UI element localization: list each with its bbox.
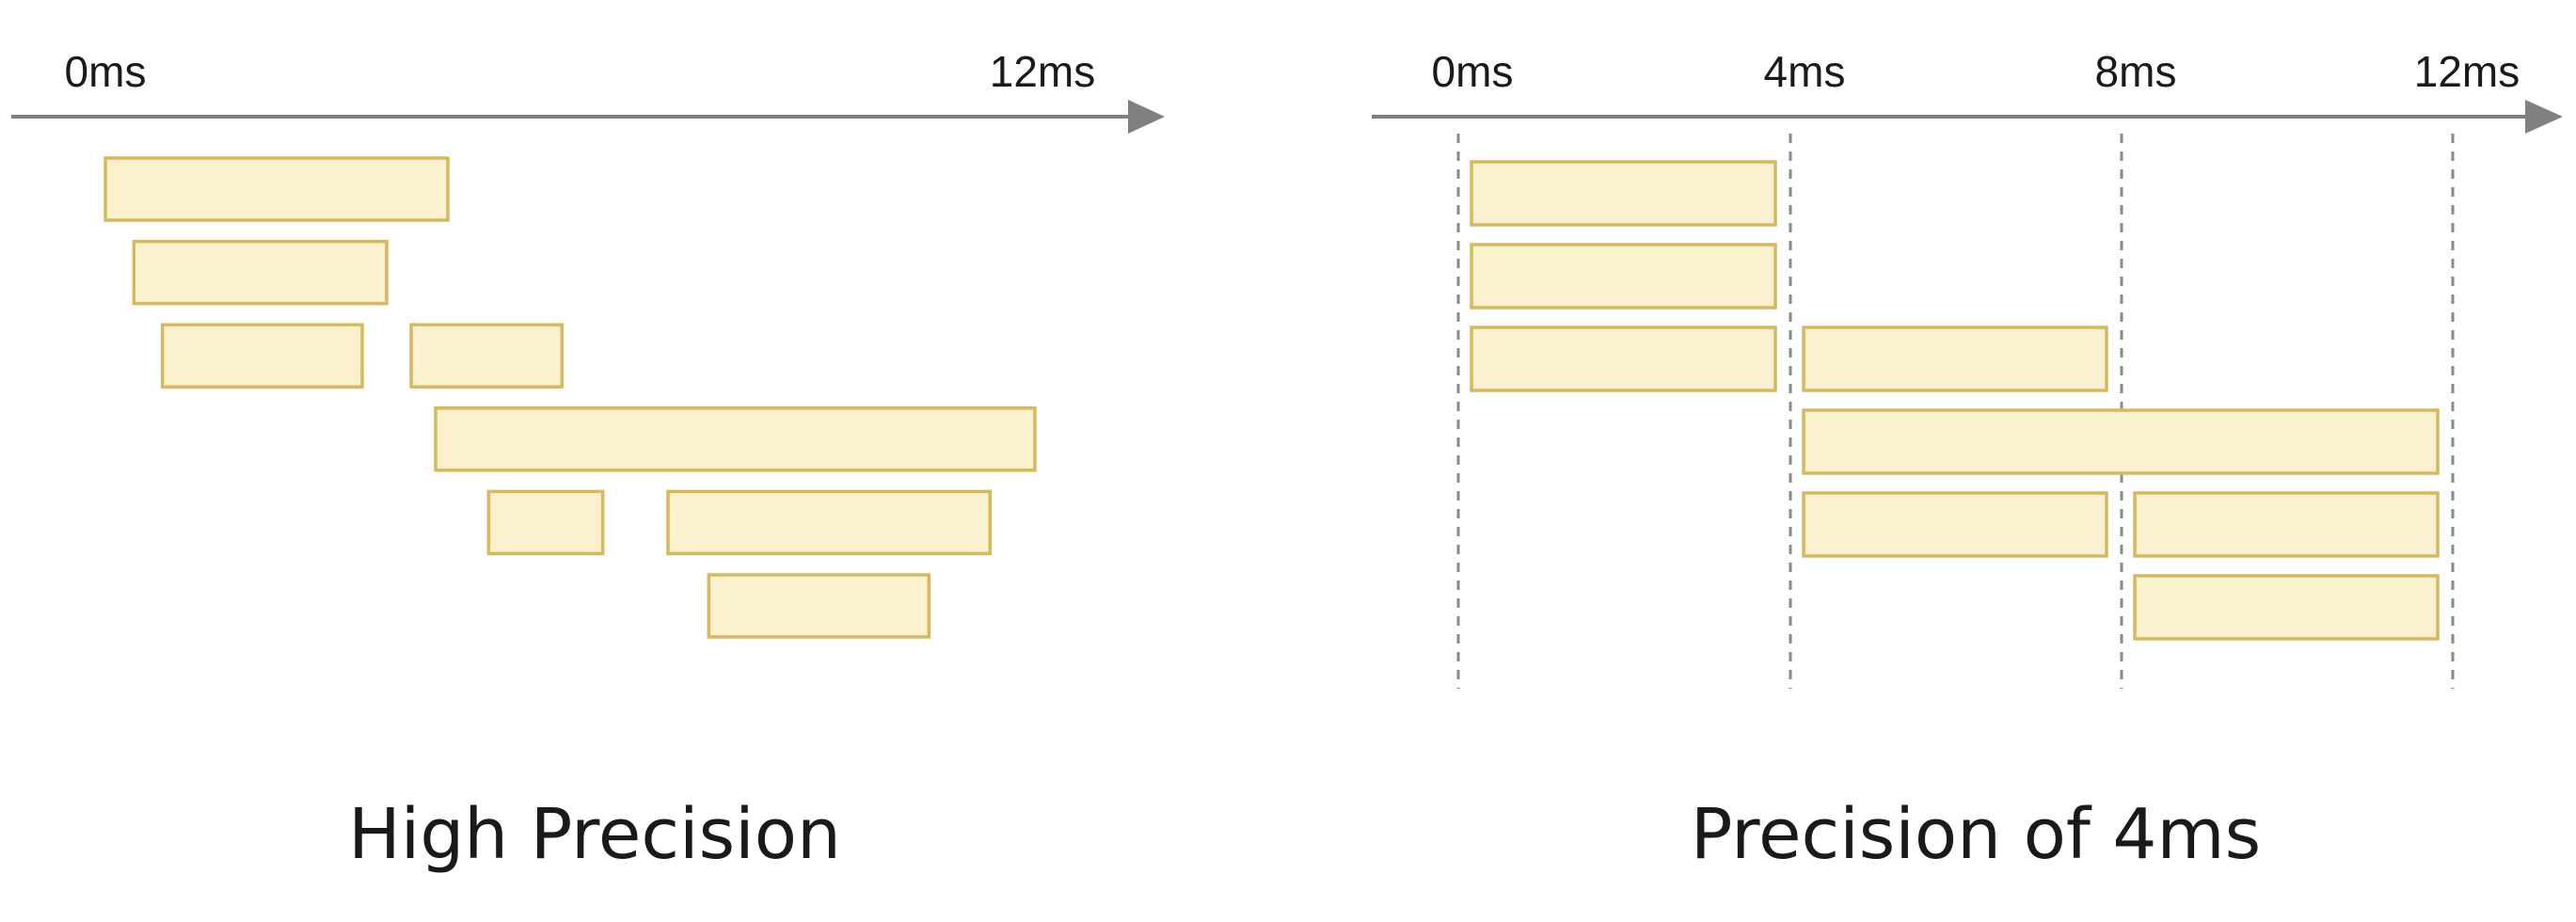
event-bar [160, 323, 364, 389]
event-bar [1802, 408, 2440, 475]
event-bar [486, 489, 605, 556]
event-bar [132, 239, 389, 306]
event-bar [666, 489, 993, 556]
event-bar [1470, 160, 1777, 227]
tick-label: 4ms [1764, 47, 1846, 96]
event-bar [1470, 326, 1777, 392]
panel-caption: High Precision [348, 794, 841, 875]
panel-caption: Precision of 4ms [1691, 794, 2261, 875]
event-bar [1802, 326, 2108, 392]
tick-label: 0ms [65, 47, 147, 96]
event-bar [103, 156, 450, 222]
arrow-head-icon [1128, 100, 1165, 134]
event-bar [409, 323, 564, 389]
event-bar [1802, 491, 2108, 558]
event-bar [2133, 574, 2440, 641]
arrow-head-icon [2525, 100, 2563, 134]
event-bar [707, 573, 931, 639]
tick-label: 0ms [1432, 47, 1514, 96]
event-bar [2133, 491, 2440, 558]
event-bar [434, 406, 1037, 472]
tick-label: 12ms [2414, 47, 2520, 96]
precision-4ms-panel: 0ms 4ms 8ms 12ms Precision of 4ms [1372, 47, 2563, 875]
tick-label: 8ms [2095, 47, 2177, 96]
tick-label: 12ms [990, 47, 1095, 96]
event-bar [1470, 243, 1777, 310]
high-precision-panel: 0ms 12ms High Precision [11, 47, 1165, 875]
